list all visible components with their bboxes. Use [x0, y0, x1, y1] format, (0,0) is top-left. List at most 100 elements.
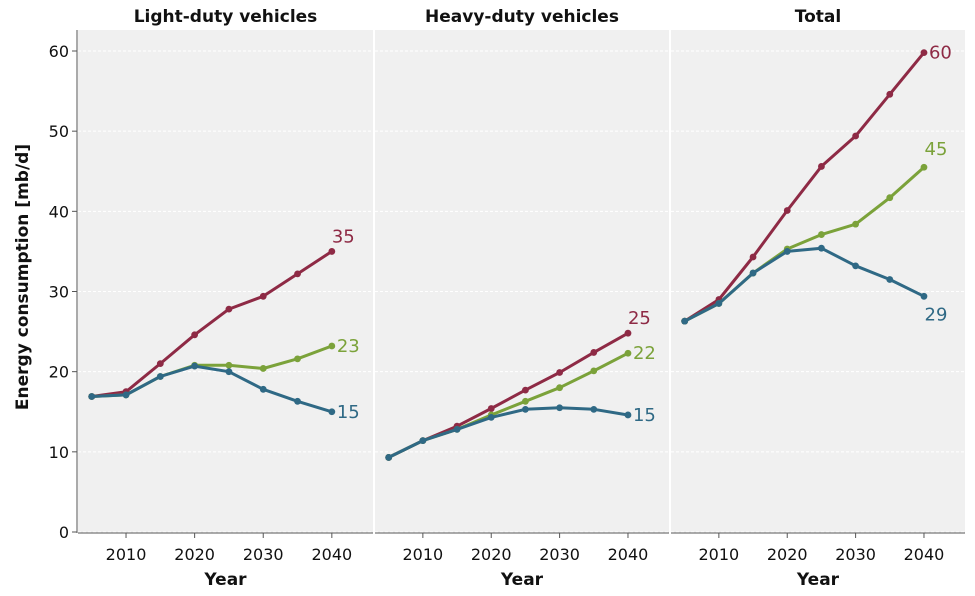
data-point-red	[920, 49, 928, 57]
data-point-red	[487, 405, 495, 412]
end-label-red: 35	[332, 226, 355, 247]
data-point-blue	[259, 385, 267, 393]
data-point-red	[749, 253, 757, 261]
series-line-red	[683, 51, 926, 323]
data-point-blue	[624, 411, 632, 419]
x-tick-label-2020: 2020	[767, 545, 808, 564]
series-line-red	[90, 249, 334, 398]
data-point-red	[783, 207, 791, 214]
data-point-red	[590, 349, 598, 356]
end-label-blue: 15	[337, 402, 360, 423]
series-line-blue	[387, 406, 630, 459]
end-label-green: 22	[633, 343, 656, 364]
data-point-red	[225, 305, 233, 313]
data-point-blue	[783, 248, 791, 255]
data-point-blue	[749, 269, 757, 277]
data-point-red	[294, 270, 301, 278]
data-point-green	[294, 355, 301, 363]
data-point-red	[886, 90, 894, 98]
data-point-green	[818, 231, 825, 238]
y-tick-label-50: 50	[49, 122, 69, 141]
data-point-blue	[225, 368, 233, 376]
data-point-blue	[522, 405, 529, 413]
x-tick-label-2030: 2030	[835, 545, 876, 564]
end-label-blue: 29	[925, 304, 948, 325]
series-line-blue	[683, 246, 926, 323]
x-axis-title: Year	[796, 570, 840, 590]
data-point-blue	[920, 292, 928, 300]
panel-1: Light-duty vehicles 2010 2020 2030 2040 Year 3…	[78, 7, 373, 590]
y-tick-label-0: 0	[59, 523, 69, 542]
panel-title: Light-duty vehicles	[134, 7, 318, 27]
data-point-blue	[419, 437, 427, 445]
data-point-red	[191, 331, 199, 339]
panel-background	[78, 30, 373, 533]
x-tick-label-2020: 2020	[174, 545, 215, 564]
data-point-green	[522, 397, 529, 405]
y-tick-label-20: 20	[49, 363, 69, 382]
y-axis-title: Energy consumption [mb/d]	[13, 144, 33, 410]
data-point-red	[259, 292, 267, 300]
data-point-blue	[681, 317, 689, 325]
panel-background	[671, 30, 965, 533]
data-point-blue	[556, 404, 564, 412]
data-point-blue	[88, 393, 96, 400]
data-point-red	[522, 386, 529, 394]
data-point-green	[920, 163, 928, 171]
y-tick-label-40: 40	[49, 202, 69, 221]
x-tick-label-2040: 2040	[311, 545, 352, 564]
y-tick-label-10: 10	[49, 443, 69, 462]
x-tick-label-2040: 2040	[904, 545, 945, 564]
axis-layer: Energy consumption [mb/d] 0 10 20 30 40 50 60	[13, 30, 78, 542]
panel-title: Heavy-duty vehicles	[425, 7, 619, 27]
data-point-red	[624, 329, 632, 337]
panel-2: Heavy-duty vehicles 2010 2020 2030 2040 Year 2…	[375, 7, 669, 590]
data-point-green	[852, 220, 860, 228]
data-point-red	[328, 248, 336, 255]
data-point-blue	[122, 391, 130, 399]
data-point-red	[818, 163, 825, 170]
panel-3: Total 2010 2020 2030 2040 Year 60 45 29	[671, 7, 965, 590]
data-point-blue	[453, 425, 461, 433]
x-tick-label-2040: 2040	[608, 545, 649, 564]
data-point-green	[590, 367, 598, 375]
y-tick-label-30: 30	[49, 283, 69, 302]
x-tick-label-2030: 2030	[243, 545, 284, 564]
data-point-blue	[590, 405, 598, 413]
data-point-blue	[487, 413, 495, 421]
end-label-green: 23	[337, 336, 360, 357]
x-tick-label-2010: 2010	[699, 545, 740, 564]
data-point-green	[328, 342, 336, 350]
x-axis-title: Year	[500, 570, 544, 590]
data-point-blue	[886, 276, 894, 283]
x-tick-label-2010: 2010	[403, 545, 444, 564]
x-tick-label-2020: 2020	[471, 545, 512, 564]
data-point-blue	[715, 300, 723, 307]
data-point-blue	[818, 244, 825, 252]
series-line-blue	[90, 364, 334, 414]
data-point-red	[156, 360, 164, 368]
y-tick-label-60: 60	[49, 42, 69, 61]
data-point-green	[225, 361, 233, 369]
data-point-blue	[328, 408, 336, 416]
data-point-blue	[156, 373, 164, 380]
data-point-blue	[385, 454, 393, 461]
end-label-red: 60	[929, 43, 952, 64]
x-tick-label-2030: 2030	[539, 545, 580, 564]
data-point-blue	[852, 262, 860, 270]
panel-background	[375, 30, 669, 533]
data-point-green	[259, 365, 267, 372]
data-point-green	[624, 349, 632, 357]
panel-title: Total	[795, 7, 841, 27]
x-tick-label-2010: 2010	[106, 545, 147, 564]
data-point-blue	[191, 362, 199, 370]
x-axis-title: Year	[203, 570, 247, 590]
end-label-green: 45	[925, 139, 948, 160]
panels-layer: Light-duty vehicles 2010 2020 2030 2040 Year 3…	[78, 7, 965, 590]
data-point-red	[556, 369, 564, 376]
data-point-green	[886, 194, 894, 202]
data-point-blue	[294, 397, 301, 405]
end-label-red: 25	[628, 308, 651, 329]
end-label-blue: 15	[633, 405, 656, 426]
